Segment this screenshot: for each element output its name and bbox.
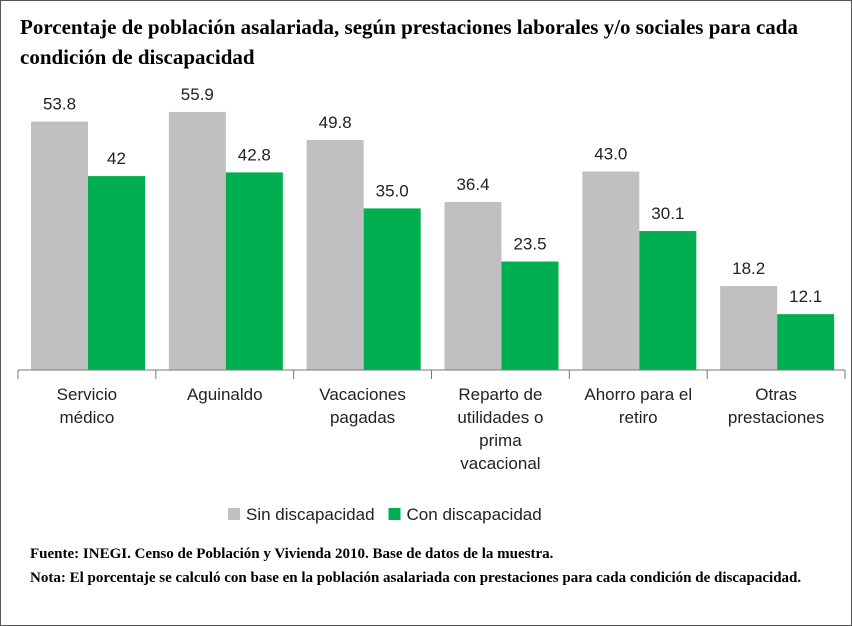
x-tick-label: vacacional [460, 454, 540, 473]
value-label: 42 [107, 149, 126, 168]
value-label: 30.1 [651, 204, 684, 223]
bar [582, 171, 640, 370]
legend-label: Con discapacidad [407, 505, 542, 524]
value-label: 53.8 [43, 95, 76, 114]
x-tick-label: Ahorro para el [584, 385, 692, 404]
x-tick-label: retiro [619, 408, 658, 427]
x-tick-label: pagadas [330, 408, 395, 427]
bar [31, 121, 88, 370]
chart-title: Porcentaje de población asalariada, segú… [20, 15, 798, 69]
value-label: 35.0 [376, 181, 409, 200]
bar [501, 261, 559, 370]
value-label: 36.4 [456, 175, 489, 194]
bar [777, 314, 835, 370]
value-label: 18.2 [732, 259, 765, 278]
legend-swatch [388, 508, 401, 520]
bar [720, 285, 778, 370]
x-tick-label: Otras [755, 385, 797, 404]
x-tick-label: Servicio [57, 385, 117, 404]
bar [88, 176, 145, 370]
bar [363, 208, 421, 370]
bar [639, 231, 697, 370]
x-tick-label: Aguinaldo [187, 385, 263, 404]
value-label: 23.5 [513, 235, 546, 254]
value-label: 42.8 [238, 145, 271, 164]
x-tick-label: utilidades o [457, 408, 543, 427]
value-label: 12.1 [789, 287, 822, 306]
notes: Fuente: INEGI. Censo de Población y Vivi… [30, 542, 820, 590]
bar [168, 111, 226, 370]
x-tick-label: prestaciones [728, 408, 824, 427]
value-label: 55.9 [181, 85, 214, 104]
note: Fuente: INEGI. Censo de Población y Vivi… [30, 546, 554, 562]
x-tick-label: Vacaciones [319, 385, 406, 404]
x-tick-label: médico [60, 408, 115, 427]
bar [444, 201, 502, 370]
x-tick-label: prima [479, 431, 522, 450]
legend-label: Sin discapacidad [246, 505, 375, 524]
value-label: 49.8 [319, 113, 352, 132]
value-label: 43.0 [594, 144, 627, 163]
note: Nota: El porcentaje se calculó con base … [30, 570, 802, 586]
bar [306, 140, 364, 370]
x-tick-label: Reparto de [458, 385, 542, 404]
bar [225, 172, 283, 370]
legend-swatch [228, 508, 240, 520]
